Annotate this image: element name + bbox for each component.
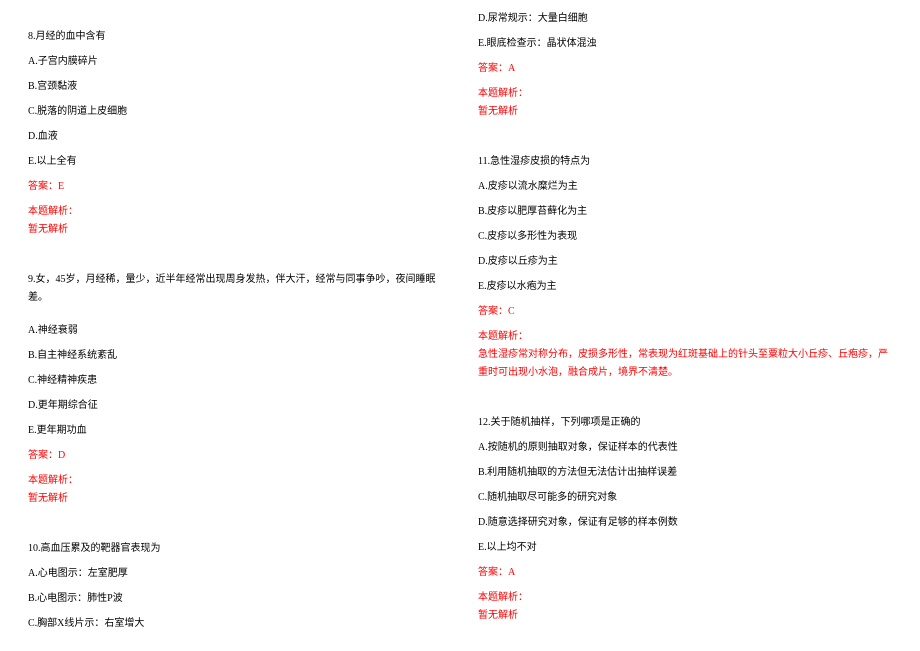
q11-answer: 答案：C [478, 303, 890, 321]
q11-opt-b: B.皮疹以肥厚苔藓化为主 [478, 203, 890, 221]
question-11: 11.急性湿疹皮损的特点为 A.皮疹以流水糜烂为主 B.皮疹以肥厚苔藓化为主 C… [478, 153, 890, 382]
q11-opt-d: D.皮疹以丘疹为主 [478, 253, 890, 271]
q12-opt-c: C.随机抽取尽可能多的研究对象 [478, 489, 890, 507]
left-column: 8.月经的血中含有 A.子宫内膜碎片 B.宫颈黏液 C.脱落的阴道上皮细胞 D.… [0, 0, 460, 651]
q10-opt-c: C.胸部X线片示：右室增大 [28, 615, 440, 633]
q11-opt-c: C.皮疹以多形性为表现 [478, 228, 890, 246]
q10-analysis-text: 暂无解析 [478, 103, 890, 121]
question-12: 12.关于随机抽样，下列哪项是正确的 A.按随机的原则抽取对象，保证样本的代表性… [478, 414, 890, 625]
q10-opt-b: B.心电图示：肺性P波 [28, 590, 440, 608]
exam-page: 8.月经的血中含有 A.子宫内膜碎片 B.宫颈黏液 C.脱落的阴道上皮细胞 D.… [0, 0, 920, 651]
q8-opt-c: C.脱落的阴道上皮细胞 [28, 103, 440, 121]
q9-opt-b: B.自主神经系统紊乱 [28, 347, 440, 365]
q12-opt-e: E.以上均不对 [478, 539, 890, 557]
q8-stem: 8.月经的血中含有 [28, 28, 440, 46]
q8-opt-a: A.子宫内膜碎片 [28, 53, 440, 71]
q8-analysis-text: 暂无解析 [28, 221, 440, 239]
question-8: 8.月经的血中含有 A.子宫内膜碎片 B.宫颈黏液 C.脱落的阴道上皮细胞 D.… [28, 28, 440, 239]
question-10-cont: D.尿常规示：大量白细胞 E.眼底检查示：晶状体混浊 答案：A 本题解析： 暂无… [478, 10, 890, 121]
q10-opt-d: D.尿常规示：大量白细胞 [478, 10, 890, 28]
q12-analysis-label: 本题解析： [478, 589, 890, 607]
q8-opt-b: B.宫颈黏液 [28, 78, 440, 96]
q8-answer: 答案：E [28, 178, 440, 196]
q9-stem: 9.女，45岁，月经稀，量少，近半年经常出现周身发热，伴大汗，经常与同事争吵，夜… [28, 271, 440, 307]
q8-opt-d: D.血液 [28, 128, 440, 146]
q12-analysis-text: 暂无解析 [478, 607, 890, 625]
question-9: 9.女，45岁，月经稀，量少，近半年经常出现周身发热，伴大汗，经常与同事争吵，夜… [28, 271, 440, 508]
q12-opt-a: A.按随机的原则抽取对象，保证样本的代表性 [478, 439, 890, 457]
q9-analysis-label: 本题解析： [28, 472, 440, 490]
q11-analysis-text: 急性湿疹常对称分布，皮损多形性，常表现为红斑基础上的针头至粟粒大小丘疹、丘疱疹，… [478, 346, 890, 382]
q12-stem: 12.关于随机抽样，下列哪项是正确的 [478, 414, 890, 432]
q11-opt-e: E.皮疹以水疱为主 [478, 278, 890, 296]
q9-opt-d: D.更年期综合征 [28, 397, 440, 415]
q12-answer: 答案：A [478, 564, 890, 582]
q8-opt-e: E.以上全有 [28, 153, 440, 171]
q9-answer: 答案：D [28, 447, 440, 465]
q11-stem: 11.急性湿疹皮损的特点为 [478, 153, 890, 171]
q9-opt-a: A.神经衰弱 [28, 322, 440, 340]
q10-stem: 10.高血压累及的靶器官表现为 [28, 540, 440, 558]
right-column: D.尿常规示：大量白细胞 E.眼底检查示：晶状体混浊 答案：A 本题解析： 暂无… [460, 0, 920, 651]
q9-analysis-text: 暂无解析 [28, 490, 440, 508]
q10-answer: 答案：A [478, 60, 890, 78]
q11-opt-a: A.皮疹以流水糜烂为主 [478, 178, 890, 196]
q12-opt-d: D.随意选择研究对象，保证有足够的样本例数 [478, 514, 890, 532]
question-10: 10.高血压累及的靶器官表现为 A.心电图示：左室肥厚 B.心电图示：肺性P波 … [28, 540, 440, 633]
q12-opt-b: B.利用随机抽取的方法但无法估计出抽样误差 [478, 464, 890, 482]
q8-analysis-label: 本题解析： [28, 203, 440, 221]
q10-analysis-label: 本题解析： [478, 85, 890, 103]
q9-opt-c: C.神经精神疾患 [28, 372, 440, 390]
q10-opt-e: E.眼底检查示：晶状体混浊 [478, 35, 890, 53]
q9-opt-e: E.更年期功血 [28, 422, 440, 440]
q11-analysis-label: 本题解析： [478, 328, 890, 346]
q10-opt-a: A.心电图示：左室肥厚 [28, 565, 440, 583]
